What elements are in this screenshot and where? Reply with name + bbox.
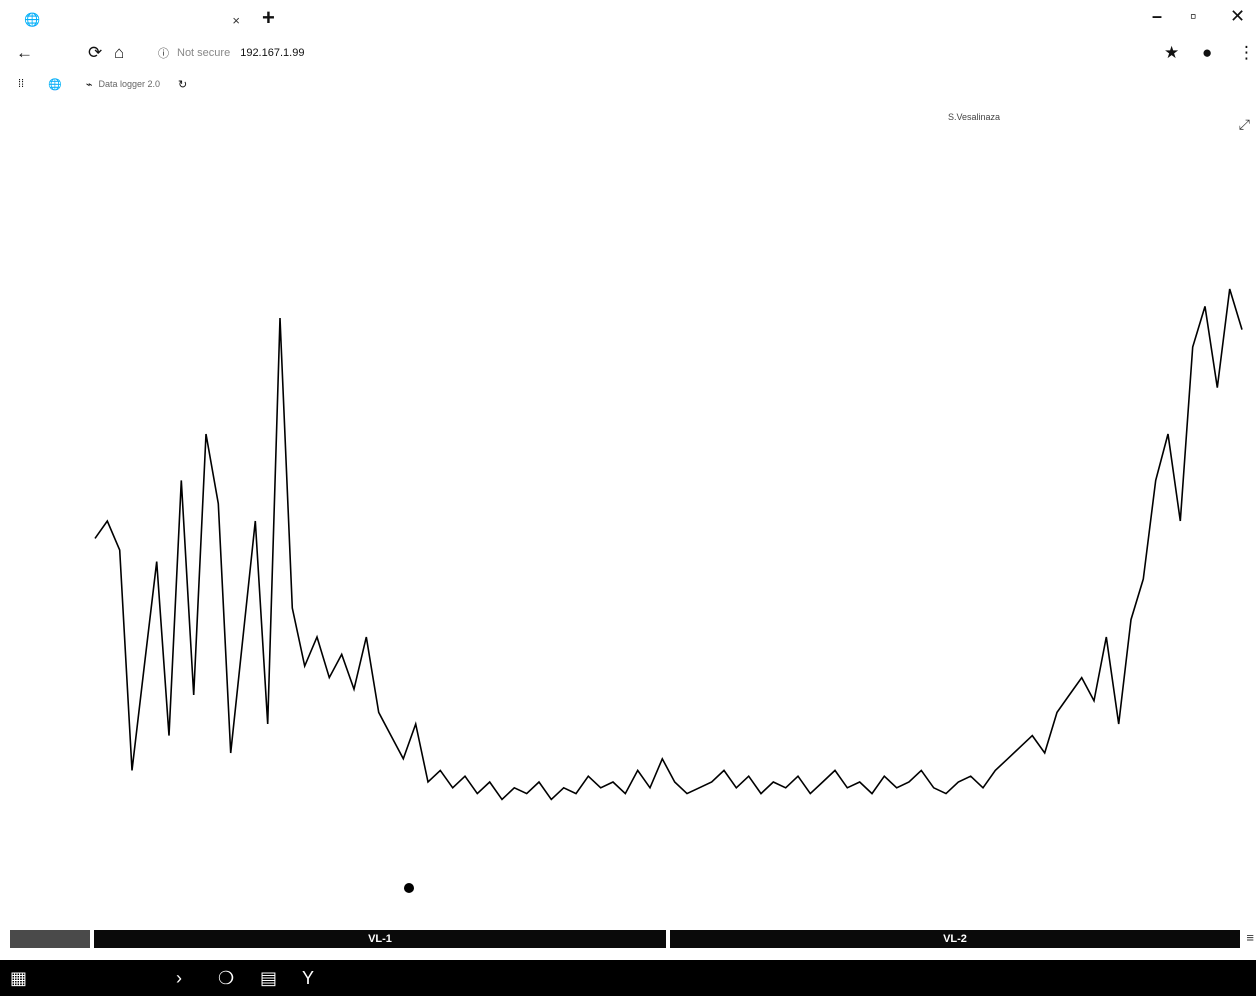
series-layer [94,288,1243,801]
minimize-button[interactable]: – [1152,6,1163,26]
channel-vl1-label: VL-1 [368,933,392,945]
refresh-icon: ↻ [178,78,188,91]
channel-vl2-label: VL-2 [943,933,967,945]
close-tab-icon[interactable]: × [232,12,240,28]
menu-dots-icon[interactable]: ⋮ [1238,43,1255,62]
restore-button[interactable]: ▫ [1190,6,1197,26]
channel-vl2[interactable]: VL-2 [670,930,1240,948]
star-icon[interactable]: ★ [1164,43,1180,62]
taskbar-app-icon[interactable]: Y [302,968,315,988]
apps-icon: ⁞⁞ [18,78,25,90]
series-line-0 [94,288,1243,801]
reload-icon[interactable]: ⟳ [88,43,103,62]
home-icon[interactable]: ⌂ [114,43,125,62]
globe-icon: 🌐 [24,12,41,27]
address-bar[interactable]: ⓘ Not secure 192.167.1.99 [158,45,304,61]
bookmarks-bar: ⁞⁞ 🌐 ⌁ Data logger 2.0 ↻ [0,74,1256,94]
page-navigation: S.Vesalinaza [0,108,1256,138]
url-text: 192.167.1.99 [240,47,305,59]
bookmark-data-logger[interactable]: ⌁ Data logger 2.0 [86,78,160,91]
page-nav-active[interactable]: S.Vesalinaza [948,112,1001,122]
bookmark-apps[interactable]: ⁞⁞ [18,78,30,90]
new-tab-button[interactable]: + [262,5,275,30]
windows-start-icon[interactable]: ▦ [10,968,28,988]
cursor-marker[interactable] [404,883,414,893]
back-arrow-icon[interactable]: ← [16,43,33,62]
navigation-bar: ← ⟳ ⌂ ⓘ Not secure 192.167.1.99 ★ ● ⋮ [0,40,1256,68]
file-explorer-icon[interactable]: ▤ [260,968,278,988]
account-icon[interactable]: ● [1202,43,1213,62]
bookmark-item[interactable]: ↻ [178,78,193,91]
chart-icon: ⌁ [85,78,93,91]
signal-chart [94,288,1243,801]
channel-vl1[interactable]: VL-1 [94,930,666,948]
bookmark-item[interactable]: 🌐 [48,78,68,91]
scroll-handle[interactable] [10,930,90,948]
hamburger-icon[interactable]: ≡ [1246,930,1254,945]
os-taskbar: ▦ › ❍ ▤ Y [0,960,1256,996]
close-window-button[interactable]: ✕ [1230,6,1246,26]
bookmark-label: Data logger 2.0 [98,79,160,89]
channel-bar: VL-1 VL-2 ≡ [0,928,1256,950]
info-icon: ⓘ [158,48,169,60]
tab-strip: 🌐 × + – ▫ ✕ [0,0,1256,40]
taskbar-app-icon[interactable]: ❍ [218,968,235,988]
expand-icon[interactable]: ⤢ [1238,116,1250,132]
security-label: Not secure [177,47,231,59]
taskbar-app-icon[interactable]: › [176,968,182,988]
globe-icon: 🌐 [48,78,62,91]
browser-tab[interactable]: 🌐 × [24,8,244,32]
